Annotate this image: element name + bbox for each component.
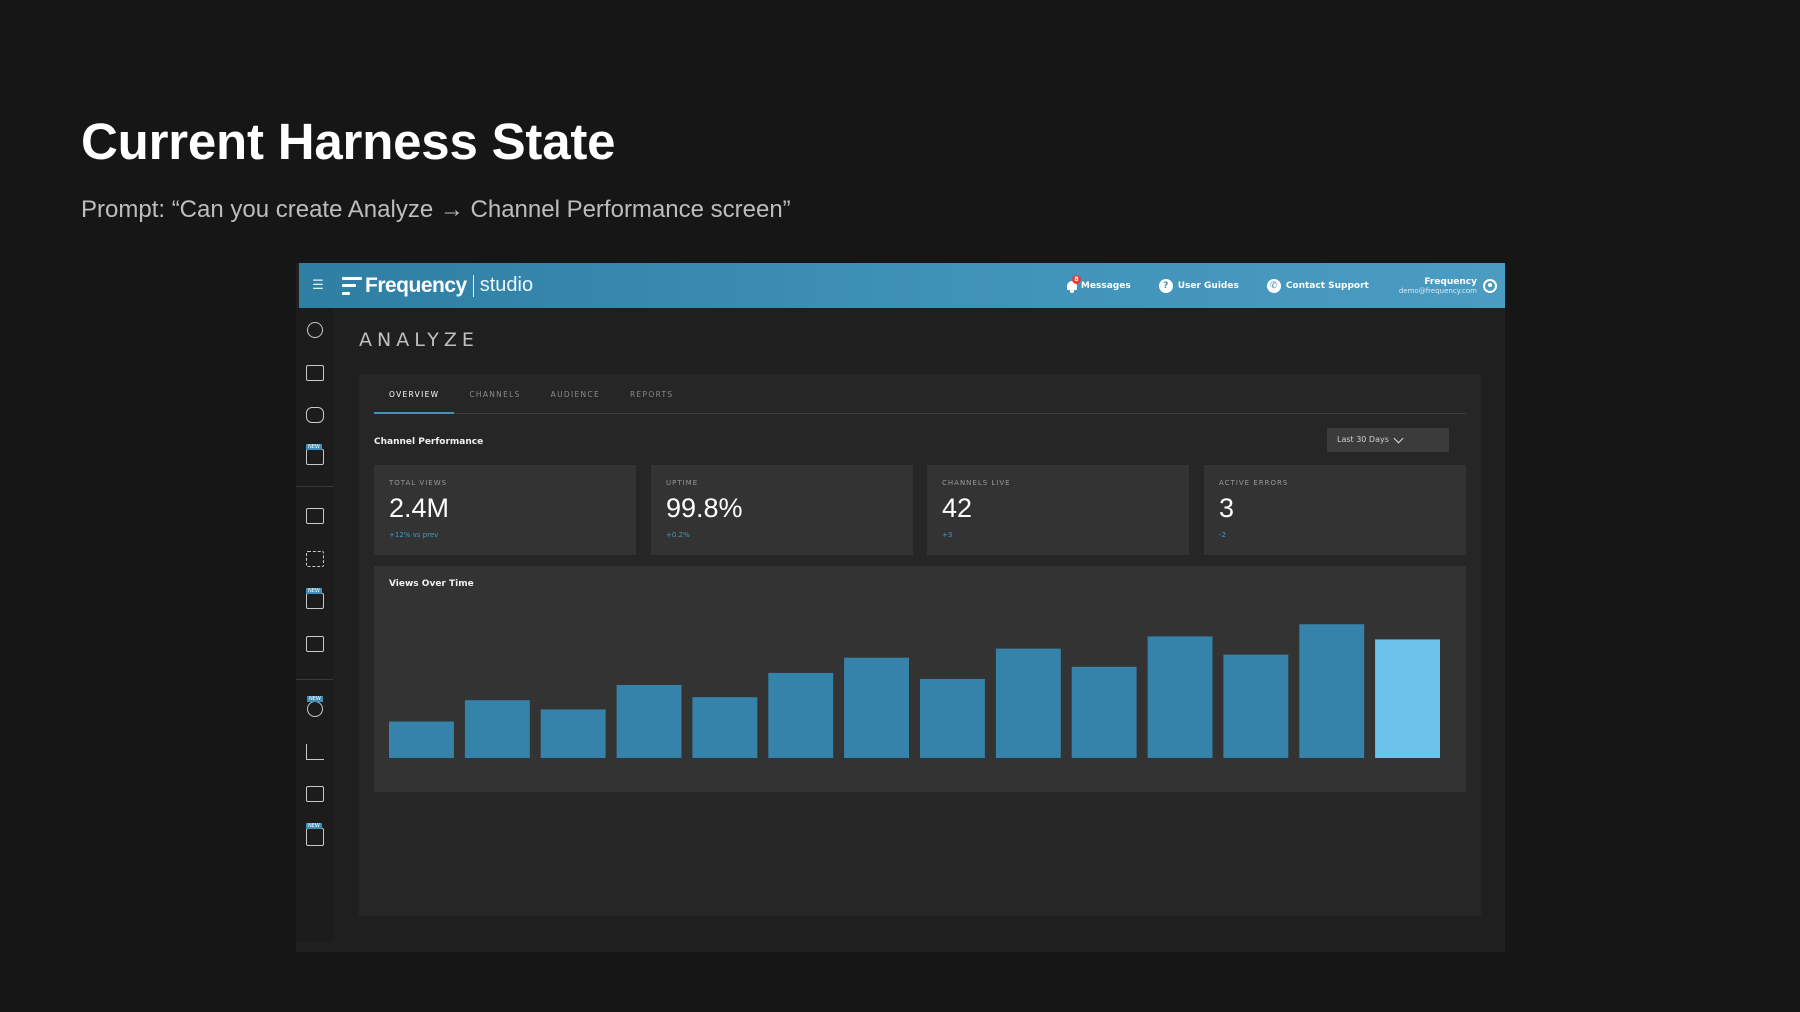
page-title: ANALYZE [359,329,479,351]
bar-chart-plot [389,624,1440,759]
tab-overview[interactable]: OVERVIEW [374,374,455,414]
tab-reports[interactable]: REPORTS [630,390,674,399]
monitor-icon[interactable] [306,365,324,381]
user-name: Frequency [1424,276,1477,287]
frequency-logo-icon [342,276,362,295]
dashboard-icon[interactable] [307,322,323,338]
kpi-card-total-views: TOTAL VIEWS 2.4M +12% vs prev [374,465,636,555]
revenue-icon[interactable]: NEW [307,696,323,717]
kpi-label: TOTAL VIEWS [389,479,448,487]
user-email: demo@frequency.com [1398,286,1477,295]
slide-title: Current Harness State [81,113,616,170]
sidebar-divider [296,679,333,680]
kpi-label: ACTIVE ERRORS [1219,479,1289,487]
new-tag: NEW [306,588,322,594]
tab-audience[interactable]: AUDIENCE [550,390,600,399]
chart-bar[interactable] [389,721,454,759]
kpi-value: 42 [942,493,973,523]
avatar-icon[interactable] [1483,278,1497,293]
chart-bar[interactable] [1071,666,1137,758]
brand-subtitle: studio [479,274,534,296]
kpi-value: 99.8% [666,493,743,523]
section-title: Channel Performance [374,437,484,447]
schedule-icon[interactable] [306,636,324,652]
slide-subtitle: Prompt: “Can you create Analyze → Channe… [81,196,791,223]
top-bar: ☰ Frequency studio 8 Messages ? User Gui… [299,263,1505,308]
chart-bar[interactable] [844,657,909,758]
kpi-card-active-errors: ACTIVE ERRORS 3 -2 [1204,465,1466,555]
kpi-label: CHANNELS LIVE [942,479,1011,487]
report-icon[interactable]: NEW [306,823,324,846]
chart-bar[interactable] [616,685,682,758]
date-range-select[interactable]: Last 30 Days [1327,428,1449,452]
video-icon[interactable] [306,508,324,524]
app-window: ☰ Frequency studio 8 Messages ? User Gui… [296,263,1505,952]
chart-bar[interactable] [1223,654,1289,758]
brand-name[interactable]: Frequency [365,273,467,297]
analyze-panel: OVERVIEW CHANNELS AUDIENCE REPORTS Chann… [359,374,1481,916]
bell-icon: 8 [1065,274,1081,293]
broadcast-icon[interactable]: NEW [306,444,324,465]
user-guides-link[interactable]: ? User Guides [1158,278,1239,293]
user-card-icon[interactable] [306,786,324,802]
tab-bar: OVERVIEW CHANNELS AUDIENCE REPORTS [374,374,1466,414]
chevron-down-icon [1393,433,1404,444]
messages-badge: 8 [1071,274,1081,284]
chart-bar[interactable] [692,697,758,758]
new-tag: NEW [306,444,322,450]
kpi-delta: -2 [1219,531,1226,539]
chart-bar[interactable] [995,648,1061,758]
kpi-card-uptime: UPTIME 99.8% +0.2% [651,465,913,555]
tab-channels[interactable]: CHANNELS [469,390,521,399]
layers-icon[interactable]: NEW [306,588,324,609]
kpi-card-channels-live: CHANNELS LIVE 42 +3 [927,465,1189,555]
chart-bar[interactable] [540,709,606,758]
sidebar-divider [296,486,333,487]
kpi-delta: +0.2% [666,531,690,539]
hamburger-icon[interactable]: ☰ [312,278,324,293]
brand-divider [472,274,474,297]
new-tag: NEW [307,696,323,702]
user-menu[interactable]: Frequency demo@frequency.com [1399,277,1477,295]
contact-support-label: Contact Support [1285,280,1369,291]
messages-link[interactable]: 8 Messages [1065,274,1131,293]
stack-icon[interactable] [306,407,324,423]
chart-bar[interactable] [768,672,834,758]
chart-bar[interactable] [464,700,530,758]
user-guides-label: User Guides [1177,280,1239,291]
chart-title: Views Over Time [389,579,474,589]
help-icon: ? [1158,278,1173,293]
views-over-time-chart: Views Over Time [374,566,1466,792]
analytics-icon[interactable] [306,744,324,760]
chart-bar[interactable] [1299,624,1365,758]
chart-bar[interactable] [1147,636,1213,758]
kpi-label: UPTIME [666,479,699,487]
date-range-value: Last 30 Days [1337,435,1389,444]
chart-bar[interactable] [920,679,985,758]
chart-bar[interactable] [1375,639,1440,758]
phone-icon: ✆ [1266,278,1281,293]
messages-label: Messages [1080,280,1131,291]
kpi-value: 2.4M [389,493,450,523]
layout-icon[interactable] [306,551,324,567]
kpi-value: 3 [1219,493,1235,523]
new-tag: NEW [306,823,322,829]
contact-support-link[interactable]: ✆ Contact Support [1266,278,1369,293]
sidebar: NEW NEW NEW NEW [296,308,333,942]
kpi-delta: +12% vs prev [389,531,439,539]
kpi-cards: TOTAL VIEWS 2.4M +12% vs prev UPTIME 99.… [374,465,1466,555]
kpi-delta: +3 [942,531,953,539]
